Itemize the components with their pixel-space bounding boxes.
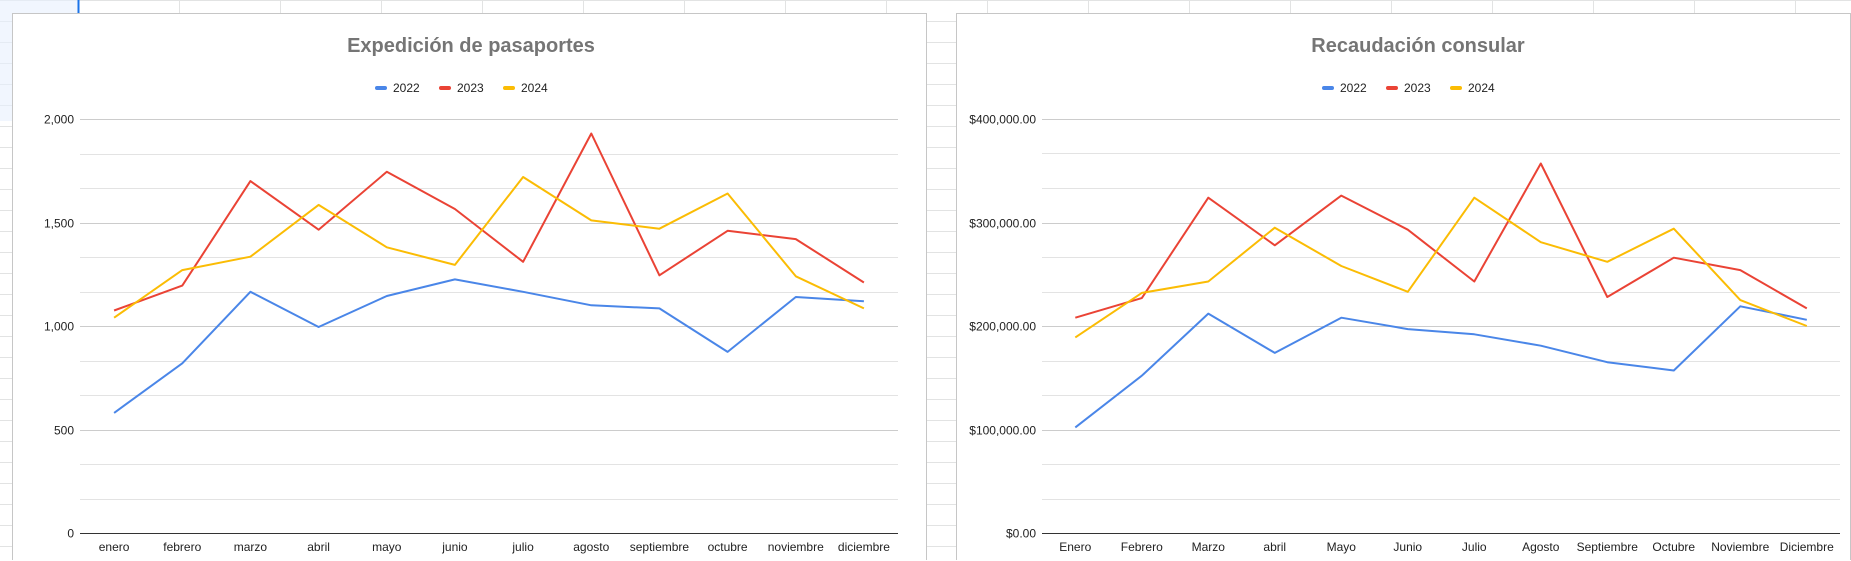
- x-tick-label: Octubre: [1652, 540, 1695, 554]
- legend-swatch: [1450, 86, 1462, 90]
- x-tick-label: Noviembre: [1711, 540, 1769, 554]
- x-tick-label: junio: [441, 540, 468, 554]
- legend-swatch: [439, 86, 451, 90]
- y-tick-label: 1,000: [44, 320, 74, 334]
- x-axis-tick-labels: Enero Febrero Marzo abril Mayo Junio Julio Agos…: [1059, 540, 1834, 554]
- legend-swatch: [1386, 86, 1398, 90]
- x-tick-label: octubre: [708, 540, 748, 554]
- x-tick-label: febrero: [163, 540, 201, 554]
- x-tick-label: Enero: [1059, 540, 1091, 554]
- legend-label: 2022: [1340, 81, 1367, 95]
- x-tick-label: abril: [307, 540, 330, 554]
- x-tick-label: marzo: [234, 540, 268, 554]
- legend-swatch: [375, 86, 387, 90]
- x-tick-label: Mayo: [1327, 540, 1357, 554]
- x-tick-label: abril: [1263, 540, 1286, 554]
- y-axis-tick-labels: $0.00 $100,000.00 $200,000.00 $300,000.00 $4…: [969, 113, 1036, 541]
- chart-legend[interactable]: 2022 2023 2024: [375, 81, 548, 95]
- legend-label: 2023: [1404, 81, 1431, 95]
- x-tick-label: Julio: [1462, 540, 1487, 554]
- x-tick-label: septiembre: [630, 540, 690, 554]
- x-axis-tick-labels: enero febrero marzo abril mayo junio julio agos…: [99, 540, 891, 554]
- series-line-2022: [1074, 305, 1807, 429]
- chart-1-plot: Recaudación consular 2022 2023 2024 $0.00$…: [969, 35, 1840, 554]
- x-tick-label: Agosto: [1522, 540, 1560, 554]
- y-axis-tick-labels: 0 500 1,000 1,500 2,000: [44, 113, 74, 541]
- x-tick-label: noviembre: [768, 540, 824, 554]
- chart-title: Expedición de pasaportes: [347, 35, 595, 57]
- x-tick-label: Diciembre: [1780, 540, 1834, 554]
- y-tick-label: 2,000: [44, 113, 74, 127]
- x-tick-label: mayo: [372, 540, 402, 554]
- legend-label: 2022: [393, 81, 420, 95]
- y-tick-label: 1,500: [44, 217, 74, 231]
- chart-gridlines: [1042, 119, 1840, 500]
- x-tick-label: Junio: [1393, 540, 1422, 554]
- chart-gridlines: [80, 119, 898, 500]
- series-line-2023: [1075, 162, 1808, 319]
- legend-label: 2024: [521, 81, 548, 95]
- x-tick-label: diciembre: [838, 540, 890, 554]
- series-line-2024: [1074, 196, 1808, 339]
- chart-0-plot: Expedición de pasaportes 2022 2023 2024 0 5…: [44, 35, 898, 554]
- x-tick-label: enero: [99, 540, 130, 554]
- y-tick-label: 0: [67, 527, 74, 541]
- legend-swatch: [1322, 86, 1334, 90]
- chart-expedicion-de-pasaportes[interactable]: Expedición de pasaportes 2022 2023 2024 0 5…: [12, 13, 927, 560]
- y-tick-label: 500: [54, 424, 74, 438]
- chart-recaudacion-consular[interactable]: Recaudación consular 2022 2023 2024 $0.00 $…: [956, 13, 1851, 560]
- chart-legend[interactable]: 2022 2023 2024: [1322, 81, 1495, 95]
- x-tick-label: Febrero: [1121, 540, 1163, 554]
- x-tick-label: julio: [511, 540, 534, 554]
- legend-label: 2024: [1468, 81, 1495, 95]
- x-tick-label: agosto: [573, 540, 609, 554]
- chart-series-lines: [1074, 162, 1808, 429]
- chart-title: Recaudación consular: [1311, 35, 1525, 57]
- series-line-2024: [113, 176, 865, 319]
- y-tick-label: $300,000.00: [969, 217, 1036, 231]
- y-tick-label: $400,000.00: [969, 113, 1036, 127]
- series-line-2022: [113, 278, 864, 414]
- y-tick-label: $0.00: [1006, 527, 1036, 541]
- series-line-2023: [113, 132, 865, 312]
- y-tick-label: $200,000.00: [969, 320, 1036, 334]
- legend-label: 2023: [457, 81, 484, 95]
- chart-series-lines: [113, 132, 865, 414]
- legend-swatch: [503, 86, 515, 90]
- x-tick-label: Septiembre: [1577, 540, 1639, 554]
- y-tick-label: $100,000.00: [969, 424, 1036, 438]
- x-tick-label: Marzo: [1192, 540, 1226, 554]
